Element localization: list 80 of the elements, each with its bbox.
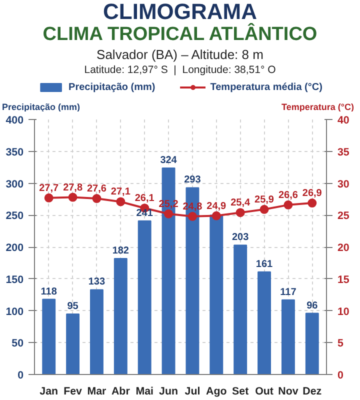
data-label: 161 xyxy=(256,258,274,270)
text: Salvador (BA) – Altitude: 8 m xyxy=(96,46,264,63)
bar xyxy=(210,214,224,374)
data-label: 117 xyxy=(280,286,297,298)
data-label: 241 xyxy=(136,208,154,219)
y-tick-label: 100 xyxy=(6,306,24,318)
y-tick-label: 350 xyxy=(6,146,24,158)
point xyxy=(260,204,269,214)
data-label: 293 xyxy=(184,174,202,186)
data-label: 203 xyxy=(232,232,250,244)
x-tick-label: Jul xyxy=(184,386,200,398)
data-label: 26,6 xyxy=(278,190,298,201)
data-label: 27,1 xyxy=(110,186,131,198)
legend-label: Temperatura média (°C) xyxy=(210,81,322,93)
y2-tick-label: 35 xyxy=(338,146,350,158)
y-tick-label: 0 xyxy=(18,370,24,382)
bar xyxy=(234,244,248,374)
bar xyxy=(138,220,152,374)
y2-tick-label: 25 xyxy=(338,210,350,222)
point xyxy=(308,198,317,208)
x-tick-label: Jan xyxy=(40,386,58,398)
bar xyxy=(42,298,56,374)
bar xyxy=(114,258,128,374)
data-label: 26,1 xyxy=(134,193,155,204)
data-label: 25,9 xyxy=(254,194,274,206)
text: Latitude: 12,97° S | Longitude: 38,51° O xyxy=(83,63,277,78)
y2-tick-label: 10 xyxy=(338,306,350,318)
x-tick-label: Set xyxy=(232,386,250,398)
bar xyxy=(90,289,104,374)
x-tick-label: Out xyxy=(255,386,274,398)
data-label: 24,9 xyxy=(206,200,227,212)
data-label: 182 xyxy=(112,245,130,256)
data-label: 324 xyxy=(160,154,178,166)
data-label: 96 xyxy=(306,300,318,312)
x-tick-label: Jun xyxy=(159,386,178,398)
x-tick-label: Mar xyxy=(87,386,106,398)
data-label: 27,7 xyxy=(39,182,60,194)
legend-label: Precipitação (mm) xyxy=(68,81,156,93)
y-tick-label: 150 xyxy=(6,274,24,286)
y2-tick-label: 20 xyxy=(338,242,350,254)
x-tick-label: Dez xyxy=(302,386,322,398)
x-tick-label: Abr xyxy=(111,386,130,398)
chart-subtitle: CLIMA TROPICAL ATLÂNTICO xyxy=(42,24,318,46)
point xyxy=(188,212,197,221)
bar xyxy=(305,312,319,374)
point xyxy=(236,208,245,218)
x-tick-label: Fev xyxy=(64,386,82,398)
data-label: 25,4 xyxy=(230,198,251,209)
data-label: 26,9 xyxy=(302,188,322,200)
y-tick-label: 400 xyxy=(6,114,24,126)
y-axis-title: Precipitação (mm) xyxy=(2,101,80,114)
y-tick-label: 200 xyxy=(6,242,24,254)
data-label: 27,8 xyxy=(63,182,83,194)
y2-tick-label: 5 xyxy=(338,338,344,350)
point xyxy=(92,194,102,204)
data-label: 118 xyxy=(40,286,58,298)
point xyxy=(164,209,174,218)
y2-tick-label: 0 xyxy=(338,370,344,382)
y2-tick-label: 15 xyxy=(338,274,350,286)
y2-tick-label: 30 xyxy=(338,178,350,190)
point xyxy=(116,197,126,206)
y2-axis-title: Temperatura (°C) xyxy=(282,101,354,114)
data-label: 95 xyxy=(67,300,79,312)
bar xyxy=(66,313,80,374)
x-tick-label: Nov xyxy=(278,386,298,398)
point xyxy=(68,192,78,202)
point xyxy=(44,193,54,202)
y2-tick-label: 40 xyxy=(338,114,350,126)
x-tick-label: Ago xyxy=(206,386,228,398)
y-tick-label: 250 xyxy=(6,210,24,222)
data-label: 133 xyxy=(88,276,106,288)
data-label: 27,6 xyxy=(87,184,107,195)
point xyxy=(212,211,221,220)
y-tick-label: 50 xyxy=(12,338,24,350)
bar xyxy=(281,299,295,374)
bar xyxy=(258,271,271,374)
point xyxy=(284,200,293,210)
x-tick-label: Mai xyxy=(136,386,154,398)
y-tick-label: 300 xyxy=(6,178,24,190)
chart-title: CLIMOGRAMA xyxy=(102,0,257,24)
